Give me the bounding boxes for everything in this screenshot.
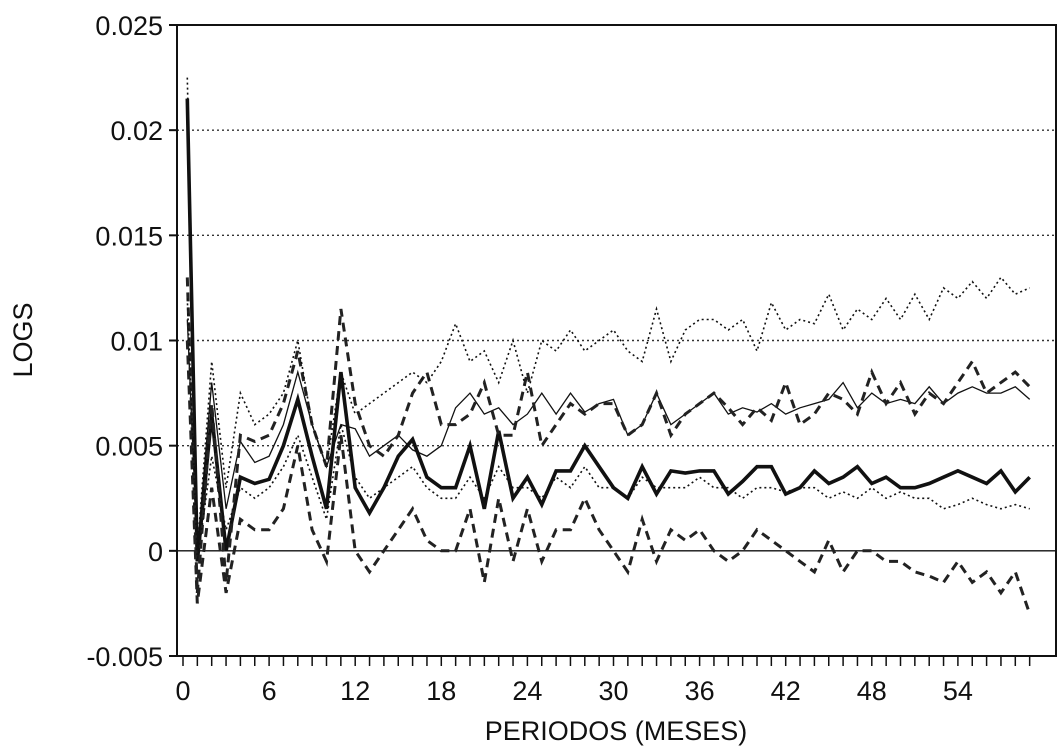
x-tick-label: 30 [598, 676, 628, 706]
y-tick-label: 0.005 [95, 432, 163, 462]
x-tick-label: 18 [426, 676, 456, 706]
x-tick-label: 0 [175, 676, 190, 706]
series-lines [185, 77, 1032, 615]
grid-lines [177, 129, 1056, 552]
x-tick-label: 12 [340, 676, 370, 706]
x-tick-label: 54 [943, 676, 973, 706]
y-tick-label: 0.02 [110, 116, 163, 146]
x-tick-label: 36 [685, 676, 715, 706]
series-line-2 [186, 319, 1031, 551]
y-axis: -0.005 0 0.005 0.01 0.015 0.02 0.025 [86, 11, 177, 672]
x-tick-label: 42 [771, 676, 801, 706]
x-axis: 0 6 12 18 24 30 36 42 48 54 [175, 656, 1031, 706]
x-tick-label: 6 [262, 676, 277, 706]
y-tick-label: 0.015 [95, 221, 163, 251]
series-line-4 [185, 340, 1032, 615]
y-tick-label: 0.025 [95, 11, 163, 41]
x-axis-title: PERIODOS (MESES) [485, 716, 748, 746]
series-line-1 [185, 98, 1031, 562]
y-tick-label: 0.01 [110, 327, 163, 357]
x-tick-label: 48 [857, 676, 887, 706]
y-tick-label: -0.005 [86, 642, 163, 672]
series-line-5 [186, 77, 1031, 551]
x-tick-label: 24 [512, 676, 542, 706]
y-axis-title: LOGS [8, 302, 38, 377]
series-line-6 [186, 298, 1030, 562]
y-tick-label: 0 [148, 537, 163, 567]
